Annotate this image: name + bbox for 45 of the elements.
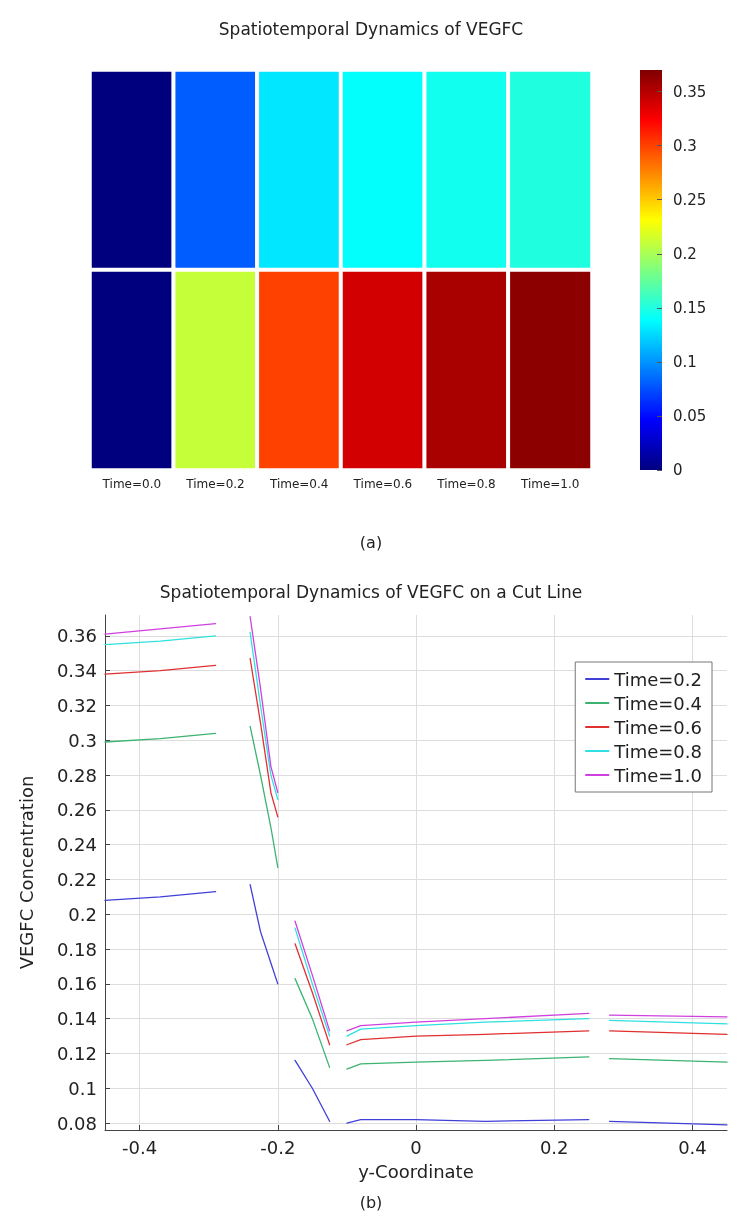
y-tick-label: 0.12 [56, 1042, 97, 1064]
y-tick-label: 0.28 [56, 764, 97, 786]
y-tick-label: 0.22 [56, 868, 97, 890]
chart-title: Spatiotemporal Dynamics of VEGFC [218, 18, 524, 39]
x-tick-label: Time=0.8 [436, 477, 496, 491]
color-bar-label: 0.1 [673, 352, 697, 371]
y-tick-label: 0.14 [56, 1008, 97, 1030]
x-tick-label: Time=1.0 [519, 477, 580, 491]
x-tick-label: -0.2 [260, 1136, 296, 1158]
color-bar-label: 0.35 [673, 82, 707, 101]
legend-label: Time=0.8 [613, 740, 703, 762]
x-tick-label: -0.4 [121, 1136, 158, 1158]
y-tick-label: 0.26 [56, 799, 97, 821]
color-bar-label: 0 [673, 461, 683, 479]
color-bar-label: 0.05 [673, 406, 707, 425]
color-bar-label: 0.15 [673, 298, 707, 317]
color-bar-label: 0.3 [673, 136, 697, 155]
y-tick-label: 0.16 [56, 973, 97, 995]
legend-label: Time=0.2 [613, 668, 703, 690]
legend-label: Time=1.0 [613, 764, 703, 786]
x-tick-label: Time=0.2 [185, 477, 245, 491]
x-tick-label: 0 [410, 1136, 422, 1158]
x-tick-label: Time=0.4 [268, 477, 329, 491]
y-tick-label: 0.32 [56, 694, 97, 716]
text: (b) [359, 1192, 383, 1212]
y-tick-label: 0.08 [56, 1112, 97, 1134]
x-tick-label: Time=0.6 [352, 477, 413, 491]
legend-label: Time=0.6 [613, 716, 703, 738]
x-axis-title: y-Coordinate [358, 1160, 474, 1182]
y-tick-label: 0.3 [68, 729, 97, 751]
y-tick-label: 0.24 [56, 834, 97, 856]
y-tick-label: 0.34 [56, 660, 97, 682]
chart-title: Spatiotemporal Dynamics of VEGFC on a Cut Line [159, 581, 583, 602]
x-tick-label: Time=0.0 [101, 477, 162, 491]
y-tick-label: 0.18 [56, 938, 97, 960]
legend-label: Time=0.4 [613, 692, 703, 714]
y-tick-label: 0.36 [56, 625, 97, 647]
color-bar-label: 0.2 [673, 244, 697, 263]
x-tick-label: 0.2 [539, 1136, 569, 1158]
y-tick-label: 0.1 [68, 1077, 97, 1099]
color-bar-label: 0.25 [673, 190, 707, 209]
x-tick-label: 0.4 [678, 1136, 707, 1158]
y-tick-label: 0.2 [68, 903, 97, 925]
text: (a) [359, 532, 383, 552]
y-axis-title: VEGFC Concentration [15, 775, 37, 970]
